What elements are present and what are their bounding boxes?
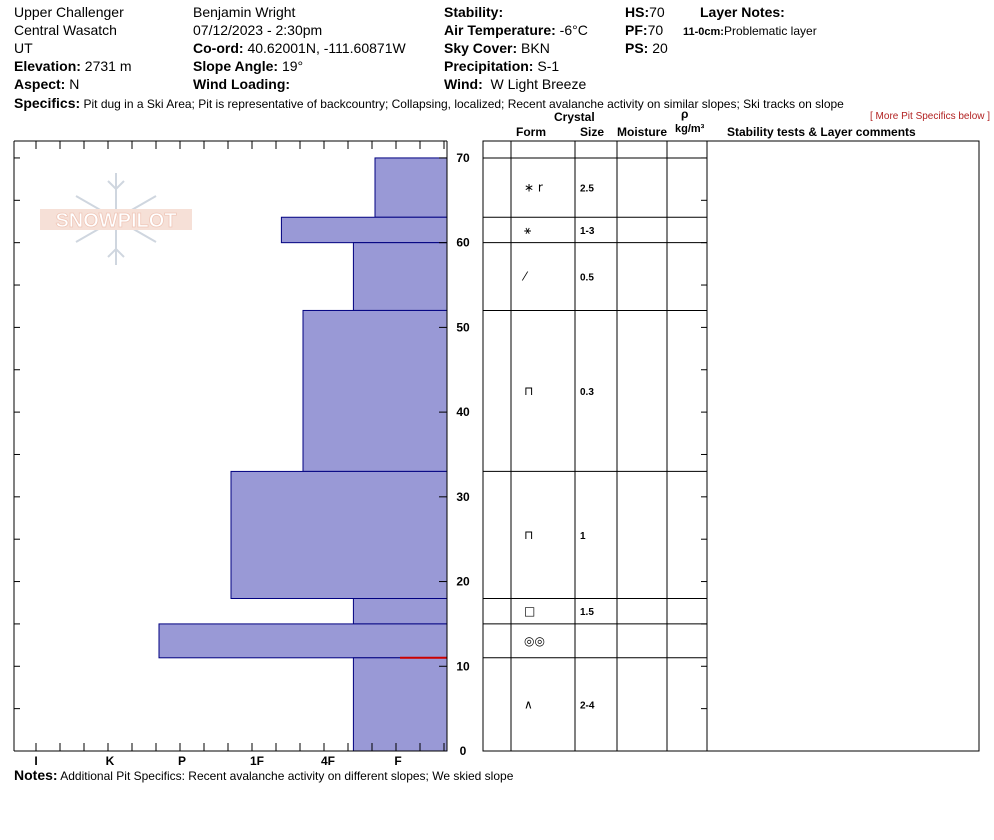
hs: HS:70 — [625, 4, 665, 20]
elevation: Elevation: 2731 m — [14, 58, 132, 74]
crystal-form-icon: ⚹ — [524, 223, 531, 237]
hardness-bar — [158, 623, 448, 659]
y-tick-label: 0 — [460, 744, 467, 758]
hardness-bar — [302, 309, 448, 472]
crystal-form-icon: ∗ r — [524, 181, 543, 195]
crystal-size: 1.5 — [580, 607, 594, 618]
x-tick-label: F — [394, 754, 401, 768]
form-header: Form — [516, 125, 546, 139]
air-temperature: Air Temperature: -6°C — [444, 22, 588, 38]
hardness-bar — [280, 216, 448, 244]
crystal-form-icon: ⊓ — [524, 384, 533, 398]
y-tick-label: 50 — [456, 320, 470, 334]
size-header: Size — [580, 125, 605, 139]
logo-text: SNOWPILOT — [55, 210, 176, 232]
crystal-size: 0.3 — [580, 387, 594, 398]
x-tick-label: P — [178, 754, 186, 768]
x-tick-label: I — [34, 754, 37, 768]
sky-cover: Sky Cover: BKN — [444, 40, 550, 56]
crystal-size: 2-4 — [580, 700, 595, 711]
y-tick-label: 60 — [456, 236, 470, 250]
crystal-header: Crystal — [554, 110, 595, 124]
state: UT — [14, 40, 33, 56]
y-tick-label: 40 — [456, 405, 470, 419]
crystal-form-icon: ∧ — [524, 697, 533, 711]
crystal-form-icon: ◎◎ — [524, 634, 545, 648]
layer-table-frame — [482, 140, 980, 752]
y-tick-label: 30 — [456, 490, 470, 504]
hardness-bar — [230, 470, 448, 599]
hardness-bar — [374, 157, 448, 218]
x-tick-label: K — [106, 754, 115, 768]
moisture-header: Moisture — [617, 125, 668, 139]
ps: PS: 20 — [625, 40, 668, 56]
slope-angle: Slope Angle: 19° — [193, 58, 304, 74]
specifics: Specifics: Pit dug in a Ski Area; Pit is… — [14, 95, 844, 111]
stability: Stability: — [444, 4, 504, 20]
observer: Benjamin Wright — [193, 4, 296, 20]
aspect: Aspect: N — [14, 76, 80, 92]
crystal-form-icon: □ — [524, 604, 535, 618]
crystal-form-icon: ⊓ — [524, 528, 533, 542]
more-pit-specifics-link[interactable]: [ More Pit Specifics below ] — [870, 111, 991, 122]
crystal-size: 0.5 — [580, 273, 594, 284]
y-tick-label: 70 — [456, 151, 470, 165]
location: Upper Challenger — [14, 4, 124, 20]
rho-header: ρ — [681, 107, 689, 121]
crystal-size: 1 — [580, 531, 586, 542]
hardness-bar — [352, 598, 448, 625]
notes: Notes: Additional Pit Specifics: Recent … — [14, 767, 514, 783]
precipitation: Precipitation: S-1 — [444, 58, 560, 74]
crystal-form-icon: ⁄ — [521, 270, 529, 284]
wind: Wind: W Light Breeze — [444, 76, 587, 92]
layer-notes-label: Layer Notes: — [700, 4, 785, 20]
snowpilot-logo: SNOWPILOT — [40, 173, 192, 265]
x-tick-label: 1F — [250, 754, 264, 768]
y-tick-label: 20 — [456, 575, 470, 589]
range: Central Wasatch — [14, 22, 117, 38]
y-tick-label: 10 — [456, 659, 470, 673]
hardness-bar — [352, 657, 448, 752]
comments-header: Stability tests & Layer comments — [727, 125, 916, 139]
pf: PF:70 — [625, 22, 664, 38]
crystal-size: 1-3 — [580, 226, 595, 237]
crystal-size: 2.5 — [580, 184, 594, 195]
coordinates: Co-ord: 40.62001N, -111.60871W — [193, 40, 406, 56]
datetime: 07/12/2023 - 2:30pm — [193, 22, 323, 38]
x-tick-label: 4F — [321, 754, 335, 768]
density-unit-header: kg/m³ — [675, 123, 705, 135]
wind-loading: Wind Loading: — [193, 76, 291, 92]
layer-note: 11-0cm:Problematic layer — [683, 24, 817, 38]
hardness-bar — [352, 242, 448, 311]
